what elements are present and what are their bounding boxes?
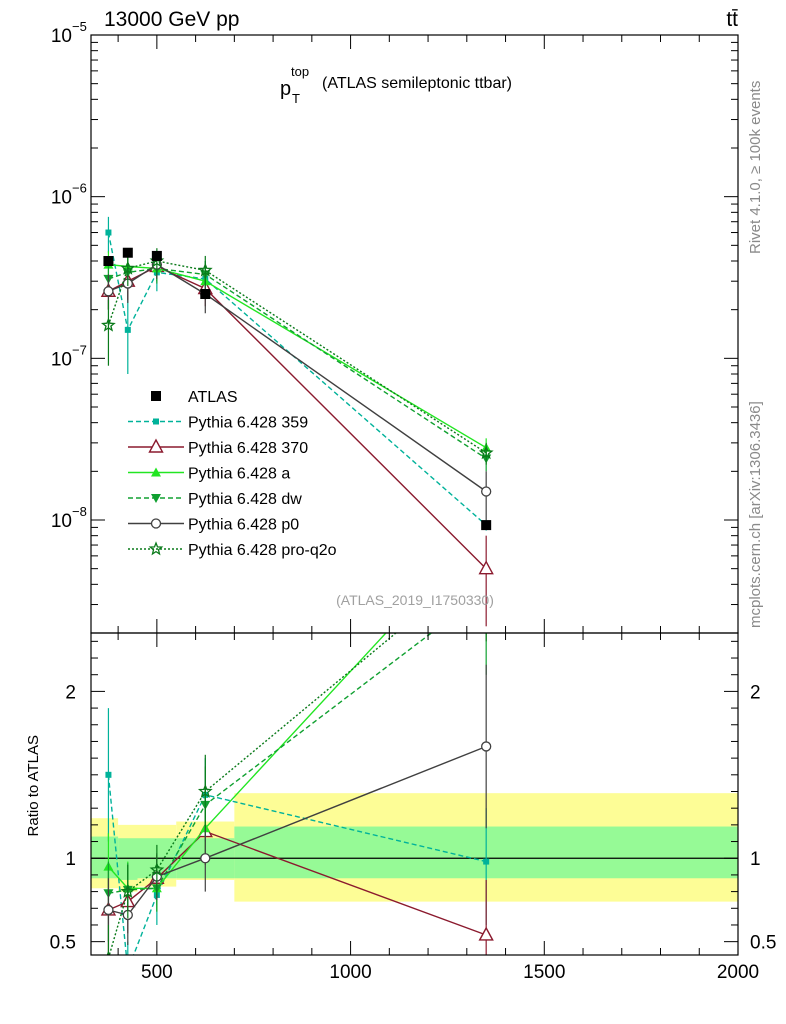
main-plot-title-rest: (ATLAS semileptonic ttbar) [322,75,512,92]
legend-item-3: Pythia 6.428 dw [128,491,302,508]
legend-marker [148,438,164,453]
series-line [107,232,487,526]
ratio-y-axis-label: Ratio to ATLAS [25,735,42,836]
series-point [120,260,136,275]
series-point [197,262,213,277]
main-plot-title-main: p [280,78,291,100]
y-tick-label: 10 [51,349,72,370]
ratio-series-point [125,967,131,973]
y-tick-label: 10 [51,188,72,209]
inner-uncertainty-band [91,836,119,879]
legend-item-1: Pythia 6.428 370 [128,438,308,457]
main-plot-ticks: 10−810−710−610−5 [51,19,739,634]
series-point [478,445,494,460]
ratio-y-tick-label-left: 1 [65,849,76,870]
legend-label: Pythia 6.428 p0 [188,517,299,534]
y-tick-label-exponent: −6 [72,181,87,196]
inner-uncertainty-band [118,838,138,880]
ratio-y-tick-label-right: 0.5 [750,933,776,954]
y-tick-label-exponent: −5 [72,19,87,34]
ratio-y-tick-label-left: 0.5 [50,933,76,954]
x-tick-label: 1500 [523,962,565,983]
x-tick-label: 500 [141,962,173,983]
side-label-top: Rivet 4.1.0, ≥ 100k events [747,81,764,254]
legend-item-0: Pythia 6.428 359 [128,415,308,432]
ratio-series-point [478,926,494,941]
main-plot-title-sub: T [292,91,300,106]
header-left-label: 13000 GeV pp [104,8,239,31]
legend-label: Pythia 6.428 359 [188,415,308,432]
legend-marker [150,518,162,529]
main-plot-data-points [103,247,492,531]
ratio-plot-series [100,633,494,973]
y-tick-label: 10 [51,26,72,47]
ratio-series-point [120,883,136,898]
series-point [481,486,492,497]
ratio-y-tick-label-right: 1 [750,849,761,870]
atlas-data-point [481,520,492,531]
legend-label: Pythia 6.428 pro-q2o [188,542,337,559]
legend: ATLAS Pythia 6.428 359 Pythia 6.428 370 Pyt… [128,389,337,559]
legend-label: Pythia 6.428 dw [188,491,302,508]
ratio-plot-ticks: 500 1000 1500 2000 0.5 0.5 1 1 2 2 [50,633,776,983]
series-point [105,229,112,236]
series-point [100,317,116,332]
ratio-series-point [481,741,492,752]
legend-marker [153,418,159,425]
series-5 [100,248,494,465]
ratio-series-5 [106,633,487,955]
ratio-y-tick-label-left: 2 [65,682,76,703]
legend-marker [151,391,161,401]
ratio-plot-frame [90,632,739,956]
ratio-plot-panel: 500 1000 1500 2000 0.5 0.5 1 1 2 2 Ratio to ATLAS [25,632,776,983]
analysis-id-label: (ATLAS_2019_I1750330) [336,592,494,608]
legend-marker [151,467,161,477]
ratio-series-point [106,950,111,955]
series-line [107,260,487,454]
series-point [478,560,494,575]
legend-item-4: Pythia 6.428 p0 [128,517,299,534]
legend-label: ATLAS [188,389,238,406]
ratio-series-point [483,858,490,865]
ratio-y-tick-label-right: 2 [750,682,761,703]
atlas-data-point [103,256,114,267]
ratio-series-point [103,904,114,916]
x-tick-label: 2000 [717,962,759,983]
legend-item-atlas: ATLAS [151,389,238,406]
series-point [124,326,131,333]
header-right-label: tt̄ [726,8,738,31]
series-line [108,263,487,493]
legend-label: Pythia 6.428 370 [188,440,308,457]
series-point [103,286,114,297]
legend-label: Pythia 6.428 a [188,466,290,483]
legend-item-5: Pythia 6.428 pro-q2o [128,541,337,559]
y-tick-label: 10 [51,511,72,532]
ratio-series-point [200,853,211,864]
side-label-bottom: mcplots.cern.ch [arXiv:1306.3436] [747,401,764,628]
legend-marker [151,494,161,503]
ratio-series-point [149,862,165,877]
legend-item-2: Pythia 6.428 a [128,466,290,483]
ratio-series-point [105,771,112,778]
atlas-data-point [151,250,162,261]
y-tick-label-exponent: −7 [72,342,87,357]
main-plot-panel: 10−810−710−610−5 p top T (ATLAS semilept… [51,19,739,634]
series-4 [103,251,492,520]
atlas-data-point [200,288,211,299]
ratio-series-point [197,783,213,798]
main-plot-title-sup: top [291,64,309,79]
atlas-data-point [122,247,133,258]
series-0 [105,216,490,531]
y-tick-label-exponent: −8 [72,504,87,519]
legend-marker [148,541,164,556]
x-tick-label: 1000 [329,962,371,983]
